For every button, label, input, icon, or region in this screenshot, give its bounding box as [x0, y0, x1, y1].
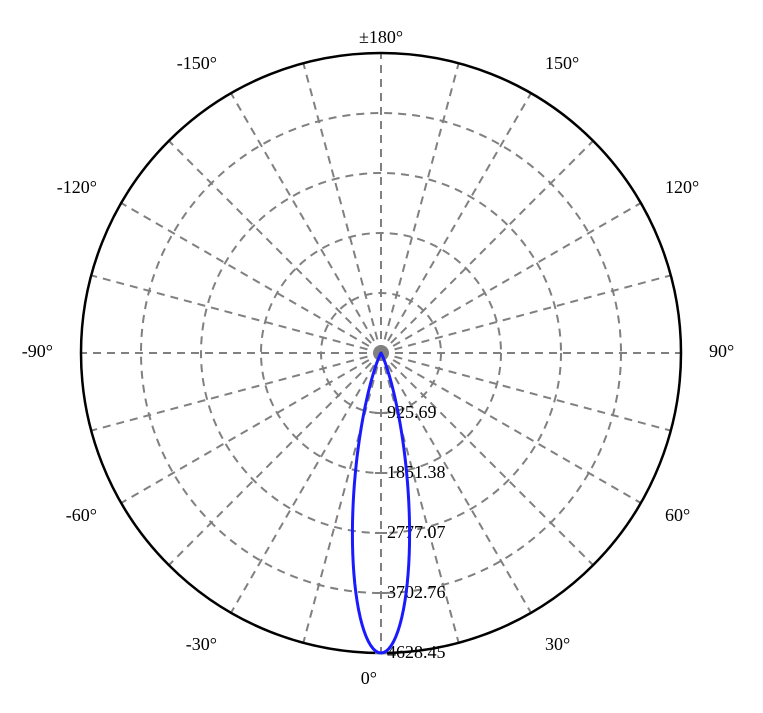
- grid-spoke: [381, 275, 671, 353]
- angle-tick-label: -60°: [66, 505, 97, 525]
- angle-tick-label: 90°: [709, 341, 734, 361]
- grid-spoke: [381, 93, 531, 353]
- grid-spoke: [121, 203, 381, 353]
- angle-tick-label: ±180°: [359, 27, 403, 47]
- radial-tick-label: 3702.76: [387, 582, 446, 602]
- grid-spoke: [121, 353, 381, 503]
- angle-tick-label: -30°: [186, 634, 217, 654]
- grid-spoke: [231, 93, 381, 353]
- angle-tick-label: 0°: [361, 668, 377, 688]
- grid-spoke: [381, 203, 641, 353]
- grid-spoke: [231, 353, 381, 613]
- grid-spoke: [381, 63, 459, 353]
- grid-spoke: [91, 353, 381, 431]
- angle-tick-label: -150°: [177, 53, 217, 73]
- grid-spoke: [303, 353, 381, 643]
- angle-tick-label: -90°: [22, 341, 53, 361]
- angle-tick-label: -120°: [57, 177, 97, 197]
- grid-spoke: [169, 141, 381, 353]
- angle-tick-label: 150°: [545, 53, 579, 73]
- angle-tick-label: 120°: [665, 177, 699, 197]
- radial-tick-label: 1851.38: [387, 462, 446, 482]
- grid-spoke: [303, 63, 381, 353]
- radial-tick-label: 4628.45: [387, 642, 446, 662]
- polar-chart: ±180° 150° 120° 90° 60° 30° 0° -30° -60° -90° -120…: [0, 0, 763, 713]
- grid-spoke: [169, 353, 381, 565]
- radial-tick-label: 2777.07: [387, 522, 446, 542]
- angle-tick-label: 60°: [665, 505, 690, 525]
- grid-spoke: [91, 275, 381, 353]
- radial-tick-label: 925.69: [387, 402, 437, 422]
- grid-spoke: [381, 353, 531, 613]
- grid-spoke: [381, 141, 593, 353]
- angle-tick-label: 30°: [545, 634, 570, 654]
